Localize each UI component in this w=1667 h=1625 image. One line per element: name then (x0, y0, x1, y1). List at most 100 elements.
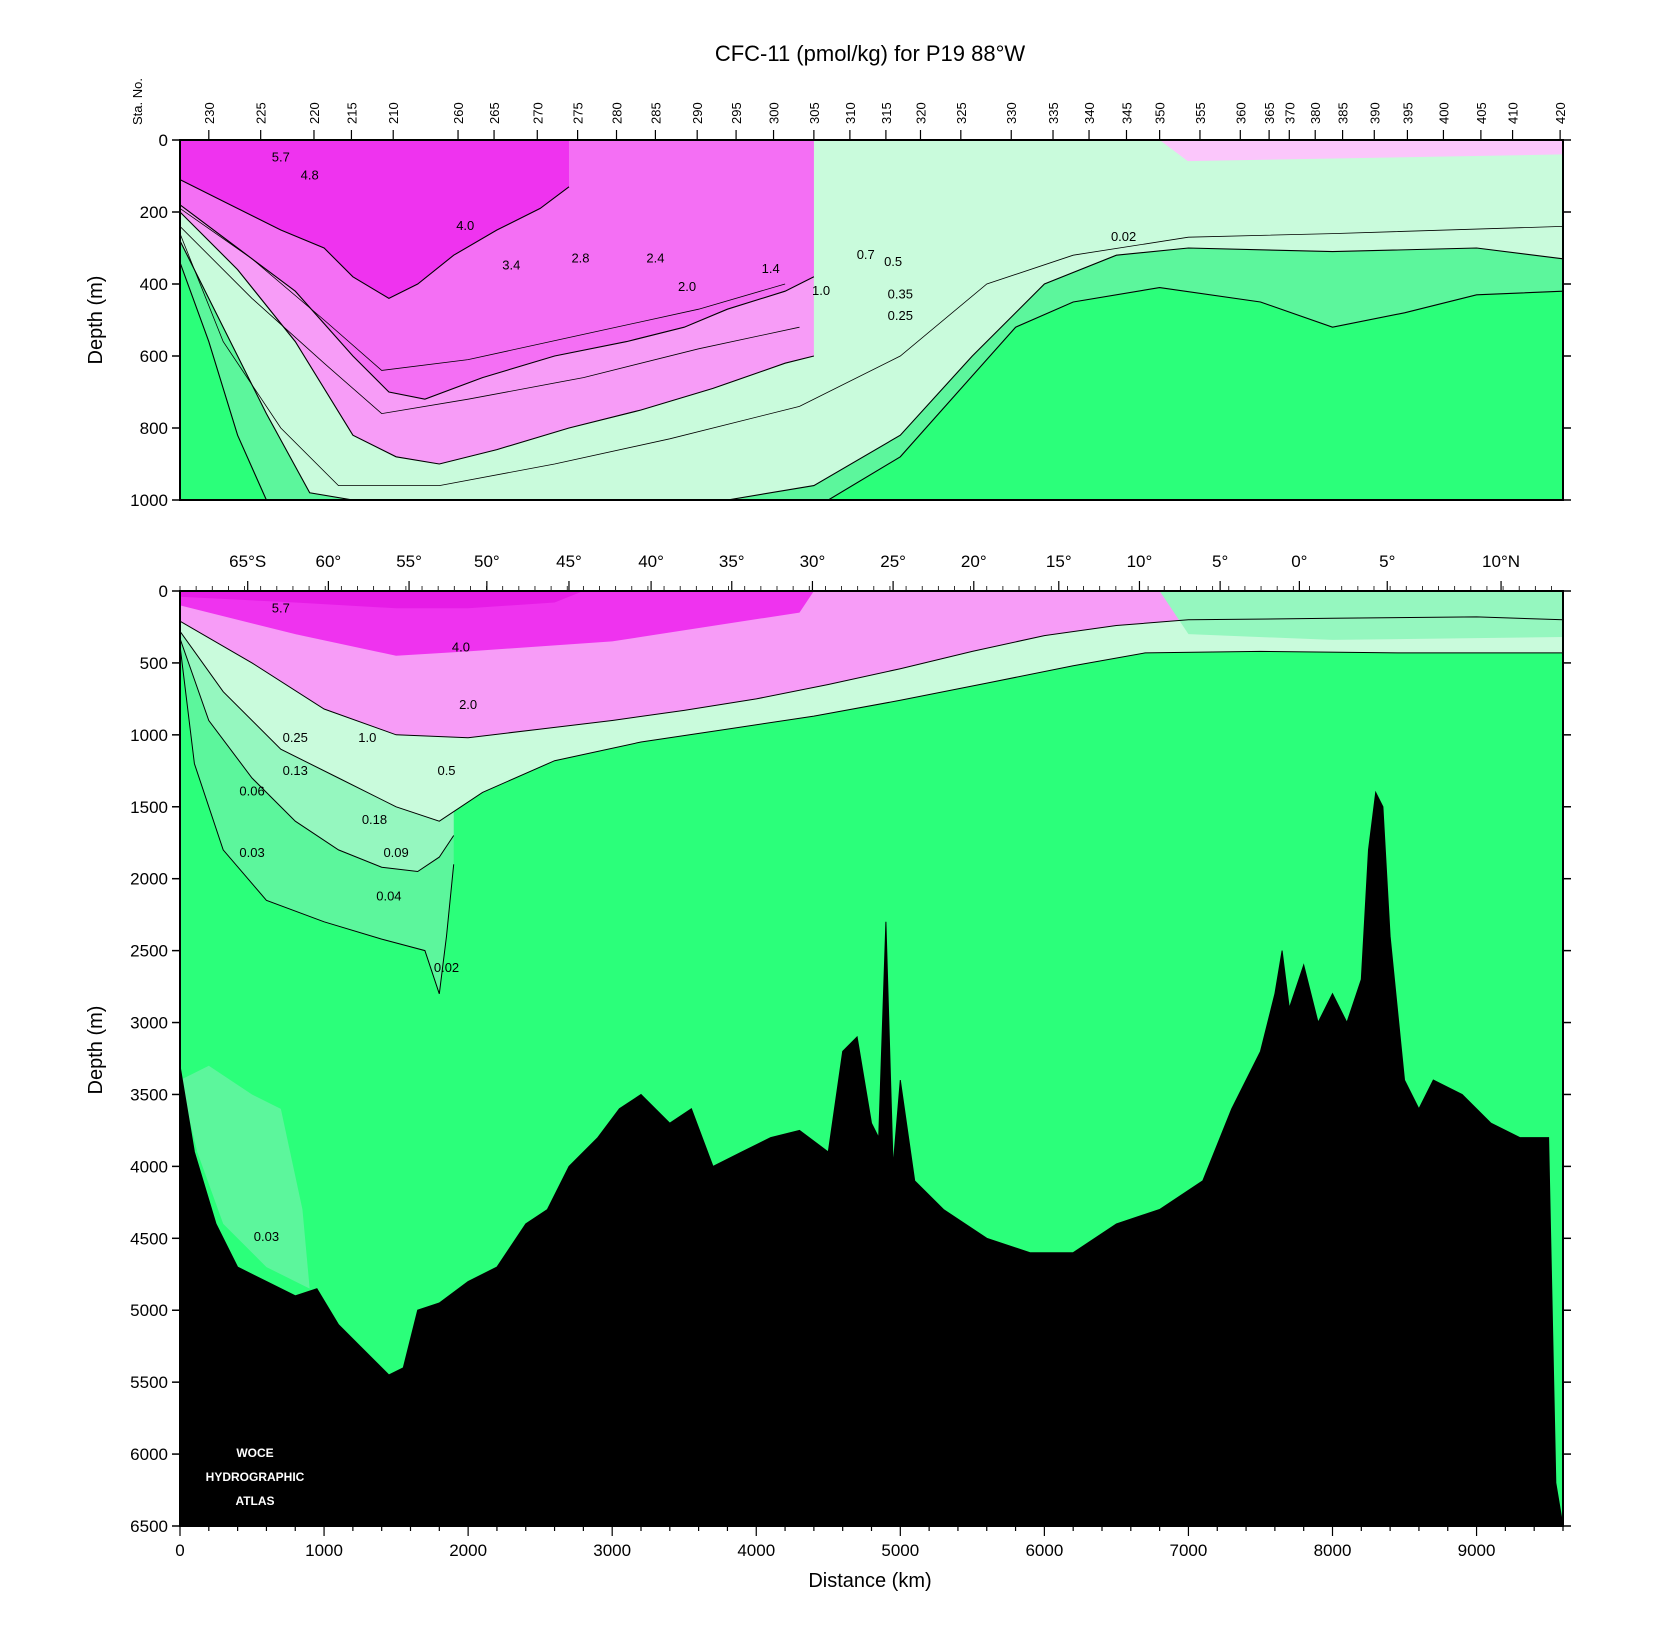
fill-band-core (180, 591, 814, 656)
contour-line-0.02 (180, 645, 455, 994)
y-tick-label: 1500 (130, 798, 168, 817)
x-tick-label: 8000 (1314, 1541, 1352, 1560)
logo-line-3: ATLAS (235, 1494, 274, 1508)
latitude-label: 20° (961, 552, 987, 571)
contour-label: 0.13 (283, 763, 308, 778)
contour-label: 3.4 (502, 258, 520, 273)
latitude-label: 5° (1212, 552, 1228, 571)
y-tick-label: 200 (140, 203, 168, 222)
contour-label: 0.7 (857, 247, 875, 262)
fill-band-max (180, 591, 584, 609)
x-tick-label: 0 (175, 1541, 184, 1560)
y-tick-label: 5500 (130, 1373, 168, 1392)
latitude-label: 10° (1127, 552, 1153, 571)
fill-band-tropics (1159, 591, 1563, 640)
station-label: 230 (202, 102, 217, 124)
latitude-label: 40° (638, 552, 664, 571)
y-tick-label: 0 (159, 131, 168, 150)
latitude-label: 35° (719, 552, 745, 571)
x-tick-label: 2000 (449, 1541, 487, 1560)
logo-line-2: HYDROGRAPHIC (206, 1470, 305, 1484)
contour-line-minor-0.5 (180, 226, 1563, 486)
contour-label: 0.04 (376, 888, 401, 903)
contour-label: 0.25 (888, 308, 913, 323)
y-tick-label: 2000 (130, 870, 168, 889)
upper-y-axis: 0 200 400 600 800 1000 (130, 131, 1571, 510)
contour-label: 1.0 (358, 730, 376, 745)
station-label: 370 (1282, 102, 1297, 124)
latitude-label: 10°N (1482, 552, 1520, 571)
contour-line-0.25 (180, 631, 1563, 822)
contour-label: 0.02 (1111, 229, 1136, 244)
upper-contour-lines (180, 179, 1563, 500)
contour-line-0.06 (180, 638, 455, 873)
station-label: 310 (843, 102, 858, 124)
contour-label: 0.02 (434, 960, 459, 975)
latitude-label: 30° (800, 552, 826, 571)
y-tick-label: 4500 (130, 1229, 168, 1248)
latitude-label: 15° (1046, 552, 1072, 571)
bathymetry (180, 790, 1563, 1526)
y-tick-label: 1000 (130, 726, 168, 745)
latitude-label: 55° (396, 552, 422, 571)
lower-contour-labels: 5.7 4.0 2.0 1.0 0.5 0.25 0.13 0.06 0.18 0.09 0.03 0… (239, 601, 477, 1245)
lower-panel: 5.74.02.01.00.50.250.130.060.180.090.030… (85, 552, 1571, 1592)
y-tick-label: 800 (140, 419, 168, 438)
contour-label: 0.5 (884, 254, 902, 269)
station-label: 325 (954, 102, 969, 124)
upper-contour-labels: 5.7 4.8 4.0 3.4 2.8 2.4 2.0 1.4 1.0 0.7 0.5 0.35 0.2… (272, 150, 1136, 323)
contour-label: 2.0 (678, 279, 696, 294)
station-label: 295 (729, 102, 744, 124)
station-label: 275 (571, 102, 586, 124)
latitude-label: 5° (1379, 552, 1395, 571)
upper-y-axis-title: Depth (m) (85, 276, 107, 365)
logo-line-1: WOCE (236, 1446, 273, 1460)
fill-band-4.0 (180, 140, 569, 299)
upper-panel: 5.7 4.8 4.0 3.4 2.8 2.4 2.0 1.4 1.0 0.7 0.5 0.35 0.2… (85, 78, 1571, 510)
station-label: 285 (648, 102, 663, 124)
station-label: 420 (1553, 102, 1568, 124)
station-label: 380 (1308, 102, 1323, 124)
y-tick-label: 3000 (130, 1014, 168, 1033)
y-tick-label: 500 (140, 654, 168, 673)
contour-label: 4.8 (301, 168, 319, 183)
contour-label: 0.25 (283, 730, 308, 745)
latitude-label: 0° (1291, 552, 1307, 571)
station-label: 390 (1367, 102, 1382, 124)
contour-line-0.25 (180, 240, 1563, 500)
lower-y-axis-title: Depth (m) (85, 1006, 107, 1095)
station-label: 395 (1400, 102, 1415, 124)
seafloor (180, 790, 1563, 1526)
x-tick-label: 9000 (1458, 1541, 1496, 1560)
lower-contour-lines (180, 616, 1563, 994)
contour-label: 5.7 (272, 601, 290, 616)
contour-label: 0.03 (239, 845, 264, 860)
fill-band-deep-0.03 (180, 1065, 310, 1289)
station-label: 345 (1119, 102, 1134, 124)
contour-label: 0.09 (383, 845, 408, 860)
contour-label: 0.5 (437, 763, 455, 778)
station-label: 220 (307, 102, 322, 124)
latitude-label: 45° (556, 552, 582, 571)
contour-label: 0.18 (362, 812, 387, 827)
x-axis: 0 1000 2000 3000 4000 5000 6000 7000 8000 9000 (175, 1526, 1564, 1560)
station-label: 385 (1336, 102, 1351, 124)
contour-label: 5.7 (272, 150, 290, 165)
latitude-label: 65°S (229, 552, 266, 571)
y-tick-label: 4000 (130, 1157, 168, 1176)
contour-line-2.0 (180, 204, 815, 400)
station-label: 270 (530, 102, 545, 124)
y-tick-label: 600 (140, 347, 168, 366)
station-label: 260 (451, 102, 466, 124)
station-label: 340 (1082, 102, 1097, 124)
y-tick-label: 6000 (130, 1445, 168, 1464)
fill-band-tropics-1 (1159, 154, 1563, 220)
station-label: 335 (1046, 102, 1061, 124)
woce-atlas-logo: WOCE HYDROGRAPHIC ATLAS (206, 1446, 305, 1508)
station-label: 360 (1233, 102, 1248, 124)
station-label: 405 (1474, 102, 1489, 124)
x-tick-label: 1000 (305, 1541, 343, 1560)
station-label: 215 (344, 102, 359, 124)
x-tick-label: 4000 (737, 1541, 775, 1560)
contour-label: 2.4 (646, 250, 664, 265)
